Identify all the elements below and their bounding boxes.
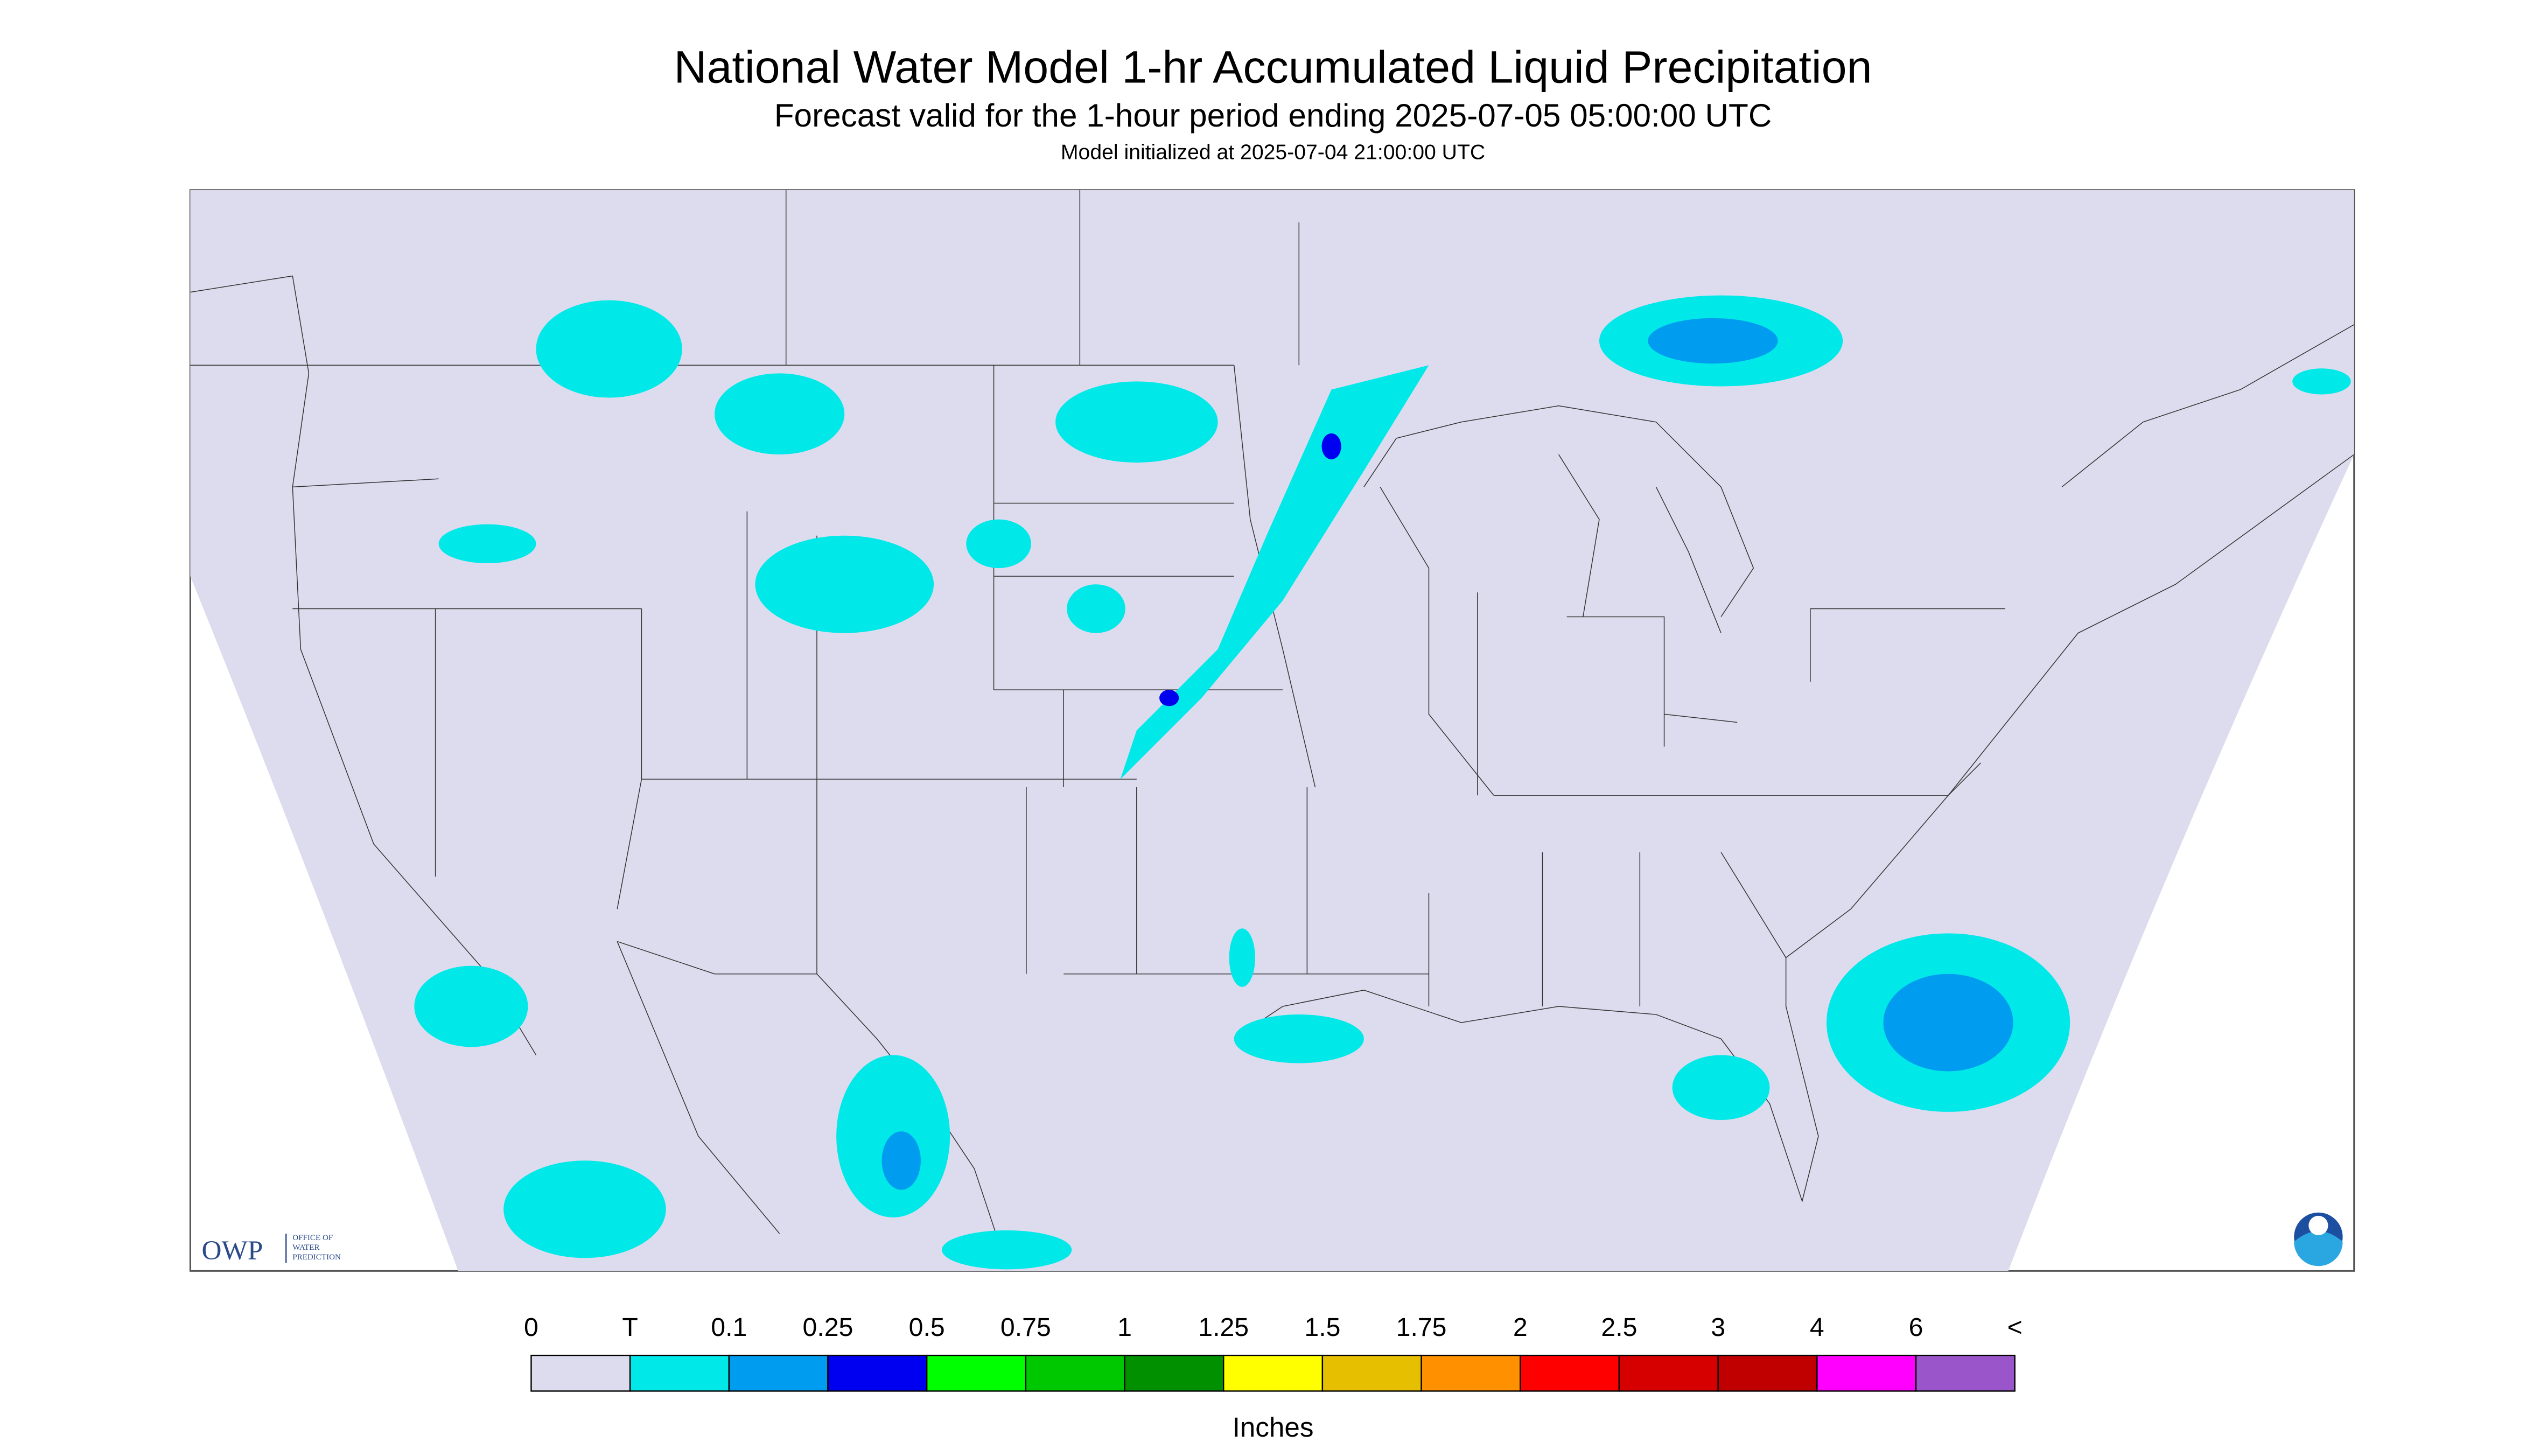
- legend-label: 3: [1711, 1313, 1725, 1342]
- legend-swatch: [728, 1354, 829, 1392]
- legend-swatch: [1025, 1354, 1125, 1392]
- precipitation: [414, 295, 2351, 1270]
- legend-swatch: [1124, 1354, 1224, 1392]
- legend: 0 T 0.1 0.25 0.5 0.75 1 1.25 1.5 1.75 2 2.5 3 4 6 <: [524, 1313, 2023, 1392]
- logo-line: PREDICTION: [292, 1253, 341, 1262]
- logo-line: WATER: [292, 1243, 320, 1252]
- legend-label: 1.75: [1396, 1313, 1447, 1342]
- title: National Water Model 1-hr Accumulated Li…: [674, 42, 1872, 93]
- legend-label: 1.25: [1198, 1313, 1249, 1342]
- noaa-logo: [2294, 1212, 2343, 1266]
- legend-label: 0.5: [909, 1313, 945, 1342]
- legend-label: T: [622, 1313, 638, 1342]
- legend-swatch: [827, 1354, 928, 1392]
- legend-swatch: [1421, 1354, 1521, 1392]
- legend-swatch: [1717, 1354, 1818, 1392]
- legend-label: 4: [1810, 1313, 1824, 1342]
- legend-swatch: [1618, 1354, 1719, 1392]
- legend-swatch: [926, 1354, 1027, 1392]
- legend-swatch: [1520, 1354, 1620, 1392]
- logo-text: OWP: [201, 1235, 263, 1266]
- legend-label: 2: [1513, 1313, 1528, 1342]
- legend-swatch: [1321, 1354, 1422, 1392]
- legend-swatch: [530, 1354, 631, 1392]
- map: OWP OFFICE OF WATER PREDICTION: [189, 189, 2355, 1272]
- legend-label: 0.75: [1000, 1313, 1051, 1342]
- owp-logo: OWP OFFICE OF WATER PREDICTION: [201, 1234, 341, 1266]
- legend-swatch: [629, 1354, 730, 1392]
- logo-line: OFFICE OF: [292, 1234, 333, 1242]
- legend-swatch: [1223, 1354, 1324, 1392]
- legend-label: <: [2007, 1313, 2023, 1342]
- legend-label: 1.5: [1304, 1313, 1340, 1342]
- legend-swatch: [1915, 1354, 2016, 1392]
- legend-label: 2.5: [1601, 1313, 1637, 1342]
- init-time: Model initialized at 2025-07-04 21:00:00…: [1061, 141, 1485, 164]
- legend-swatch: [1816, 1354, 1917, 1392]
- legend-label: 0.25: [803, 1313, 853, 1342]
- legend-label: 0.1: [711, 1313, 747, 1342]
- legend-units: Inches: [1233, 1412, 1314, 1443]
- legend-label: 0: [524, 1313, 538, 1342]
- legend-label: 1: [1117, 1313, 1132, 1342]
- legend-label: 6: [1909, 1313, 1923, 1342]
- subtitle: Forecast valid for the 1-hour period end…: [774, 97, 1772, 134]
